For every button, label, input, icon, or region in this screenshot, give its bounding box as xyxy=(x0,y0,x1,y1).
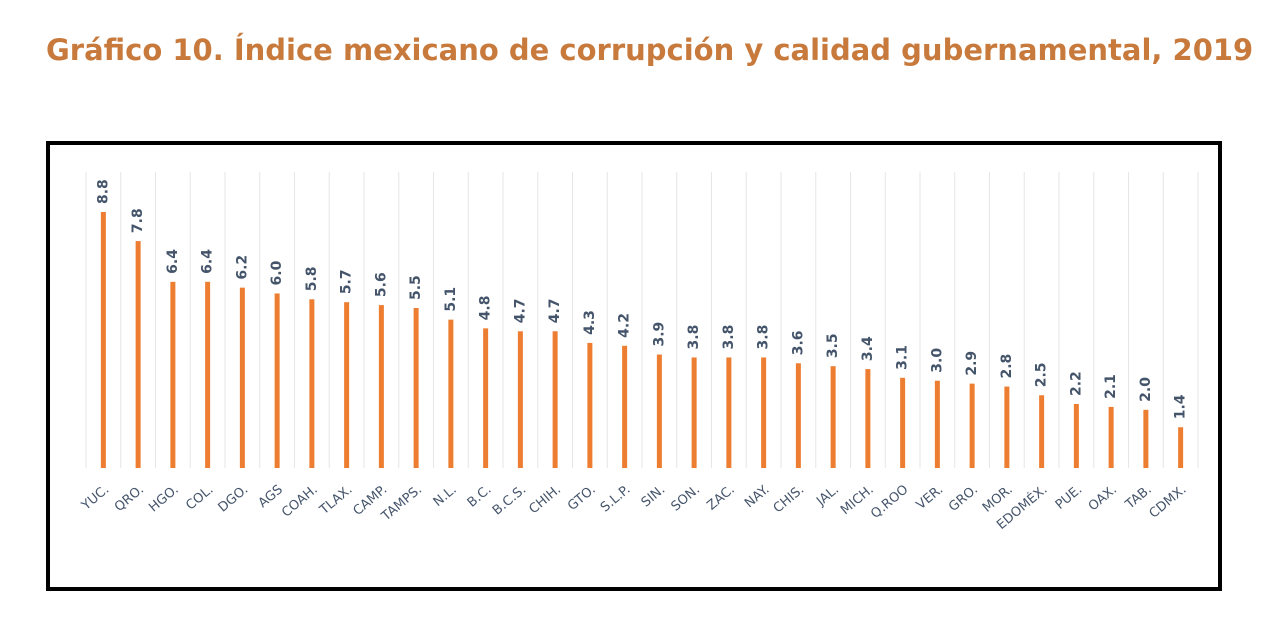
value-label: 5.6 xyxy=(373,272,389,297)
bar xyxy=(448,319,454,468)
bar xyxy=(1143,409,1149,468)
bar xyxy=(413,308,419,468)
bar xyxy=(205,281,211,468)
value-label: 8.8 xyxy=(95,179,111,204)
bar xyxy=(552,331,558,468)
bar xyxy=(900,377,906,468)
value-label: 4.2 xyxy=(617,313,633,338)
value-label: 2.8 xyxy=(999,354,1015,379)
value-label: 6.4 xyxy=(200,249,216,274)
value-label: 5.5 xyxy=(408,275,424,300)
bar xyxy=(795,363,801,468)
chart-title: Gráfico 10. Índice mexicano de corrupció… xyxy=(46,33,1253,67)
value-label: 7.8 xyxy=(130,208,146,233)
value-label: 4.8 xyxy=(478,296,494,321)
bar xyxy=(309,299,315,468)
value-label: 3.8 xyxy=(721,325,737,350)
value-label: 5.1 xyxy=(443,287,459,312)
value-label: 2.1 xyxy=(1103,374,1119,399)
bar xyxy=(691,357,697,468)
value-label: 2.9 xyxy=(964,351,980,376)
bar xyxy=(135,241,141,468)
value-label: 3.9 xyxy=(651,322,667,347)
value-label: 2.0 xyxy=(1138,377,1154,402)
bar xyxy=(1039,395,1045,468)
bar xyxy=(656,354,662,468)
value-label: 4.7 xyxy=(512,298,528,323)
bar xyxy=(344,302,350,468)
bar xyxy=(1108,406,1114,468)
bar xyxy=(969,383,975,468)
bar xyxy=(100,212,106,468)
bar xyxy=(378,305,384,468)
bar xyxy=(517,331,523,468)
value-label: 2.2 xyxy=(1068,371,1084,396)
value-label: 3.6 xyxy=(790,330,806,355)
value-label: 5.8 xyxy=(304,266,320,291)
value-label: 6.2 xyxy=(234,255,250,280)
bar xyxy=(761,357,767,468)
bar xyxy=(1073,404,1079,468)
value-label: 3.8 xyxy=(756,325,772,350)
value-label: 4.3 xyxy=(582,310,598,335)
bar xyxy=(934,380,940,468)
bar xyxy=(726,357,732,468)
value-label: 1.4 xyxy=(1173,394,1189,419)
value-label: 3.4 xyxy=(860,336,876,361)
bar xyxy=(622,345,628,468)
value-label: 3.0 xyxy=(929,348,945,373)
bar xyxy=(865,369,871,468)
value-label: 3.8 xyxy=(686,325,702,350)
value-label: 3.1 xyxy=(895,345,911,370)
value-label: 3.5 xyxy=(825,333,841,358)
bar xyxy=(170,281,176,468)
bar xyxy=(1178,427,1184,468)
value-label: 6.4 xyxy=(165,249,181,274)
value-label: 5.7 xyxy=(339,269,355,294)
value-label: 2.5 xyxy=(1034,362,1050,387)
bar xyxy=(830,366,836,468)
bar xyxy=(1004,386,1010,468)
value-label: 4.7 xyxy=(547,298,563,323)
bar xyxy=(239,287,245,468)
bar xyxy=(587,342,593,468)
bar xyxy=(274,293,280,468)
value-label: 6.0 xyxy=(269,260,285,285)
bar xyxy=(483,328,489,468)
